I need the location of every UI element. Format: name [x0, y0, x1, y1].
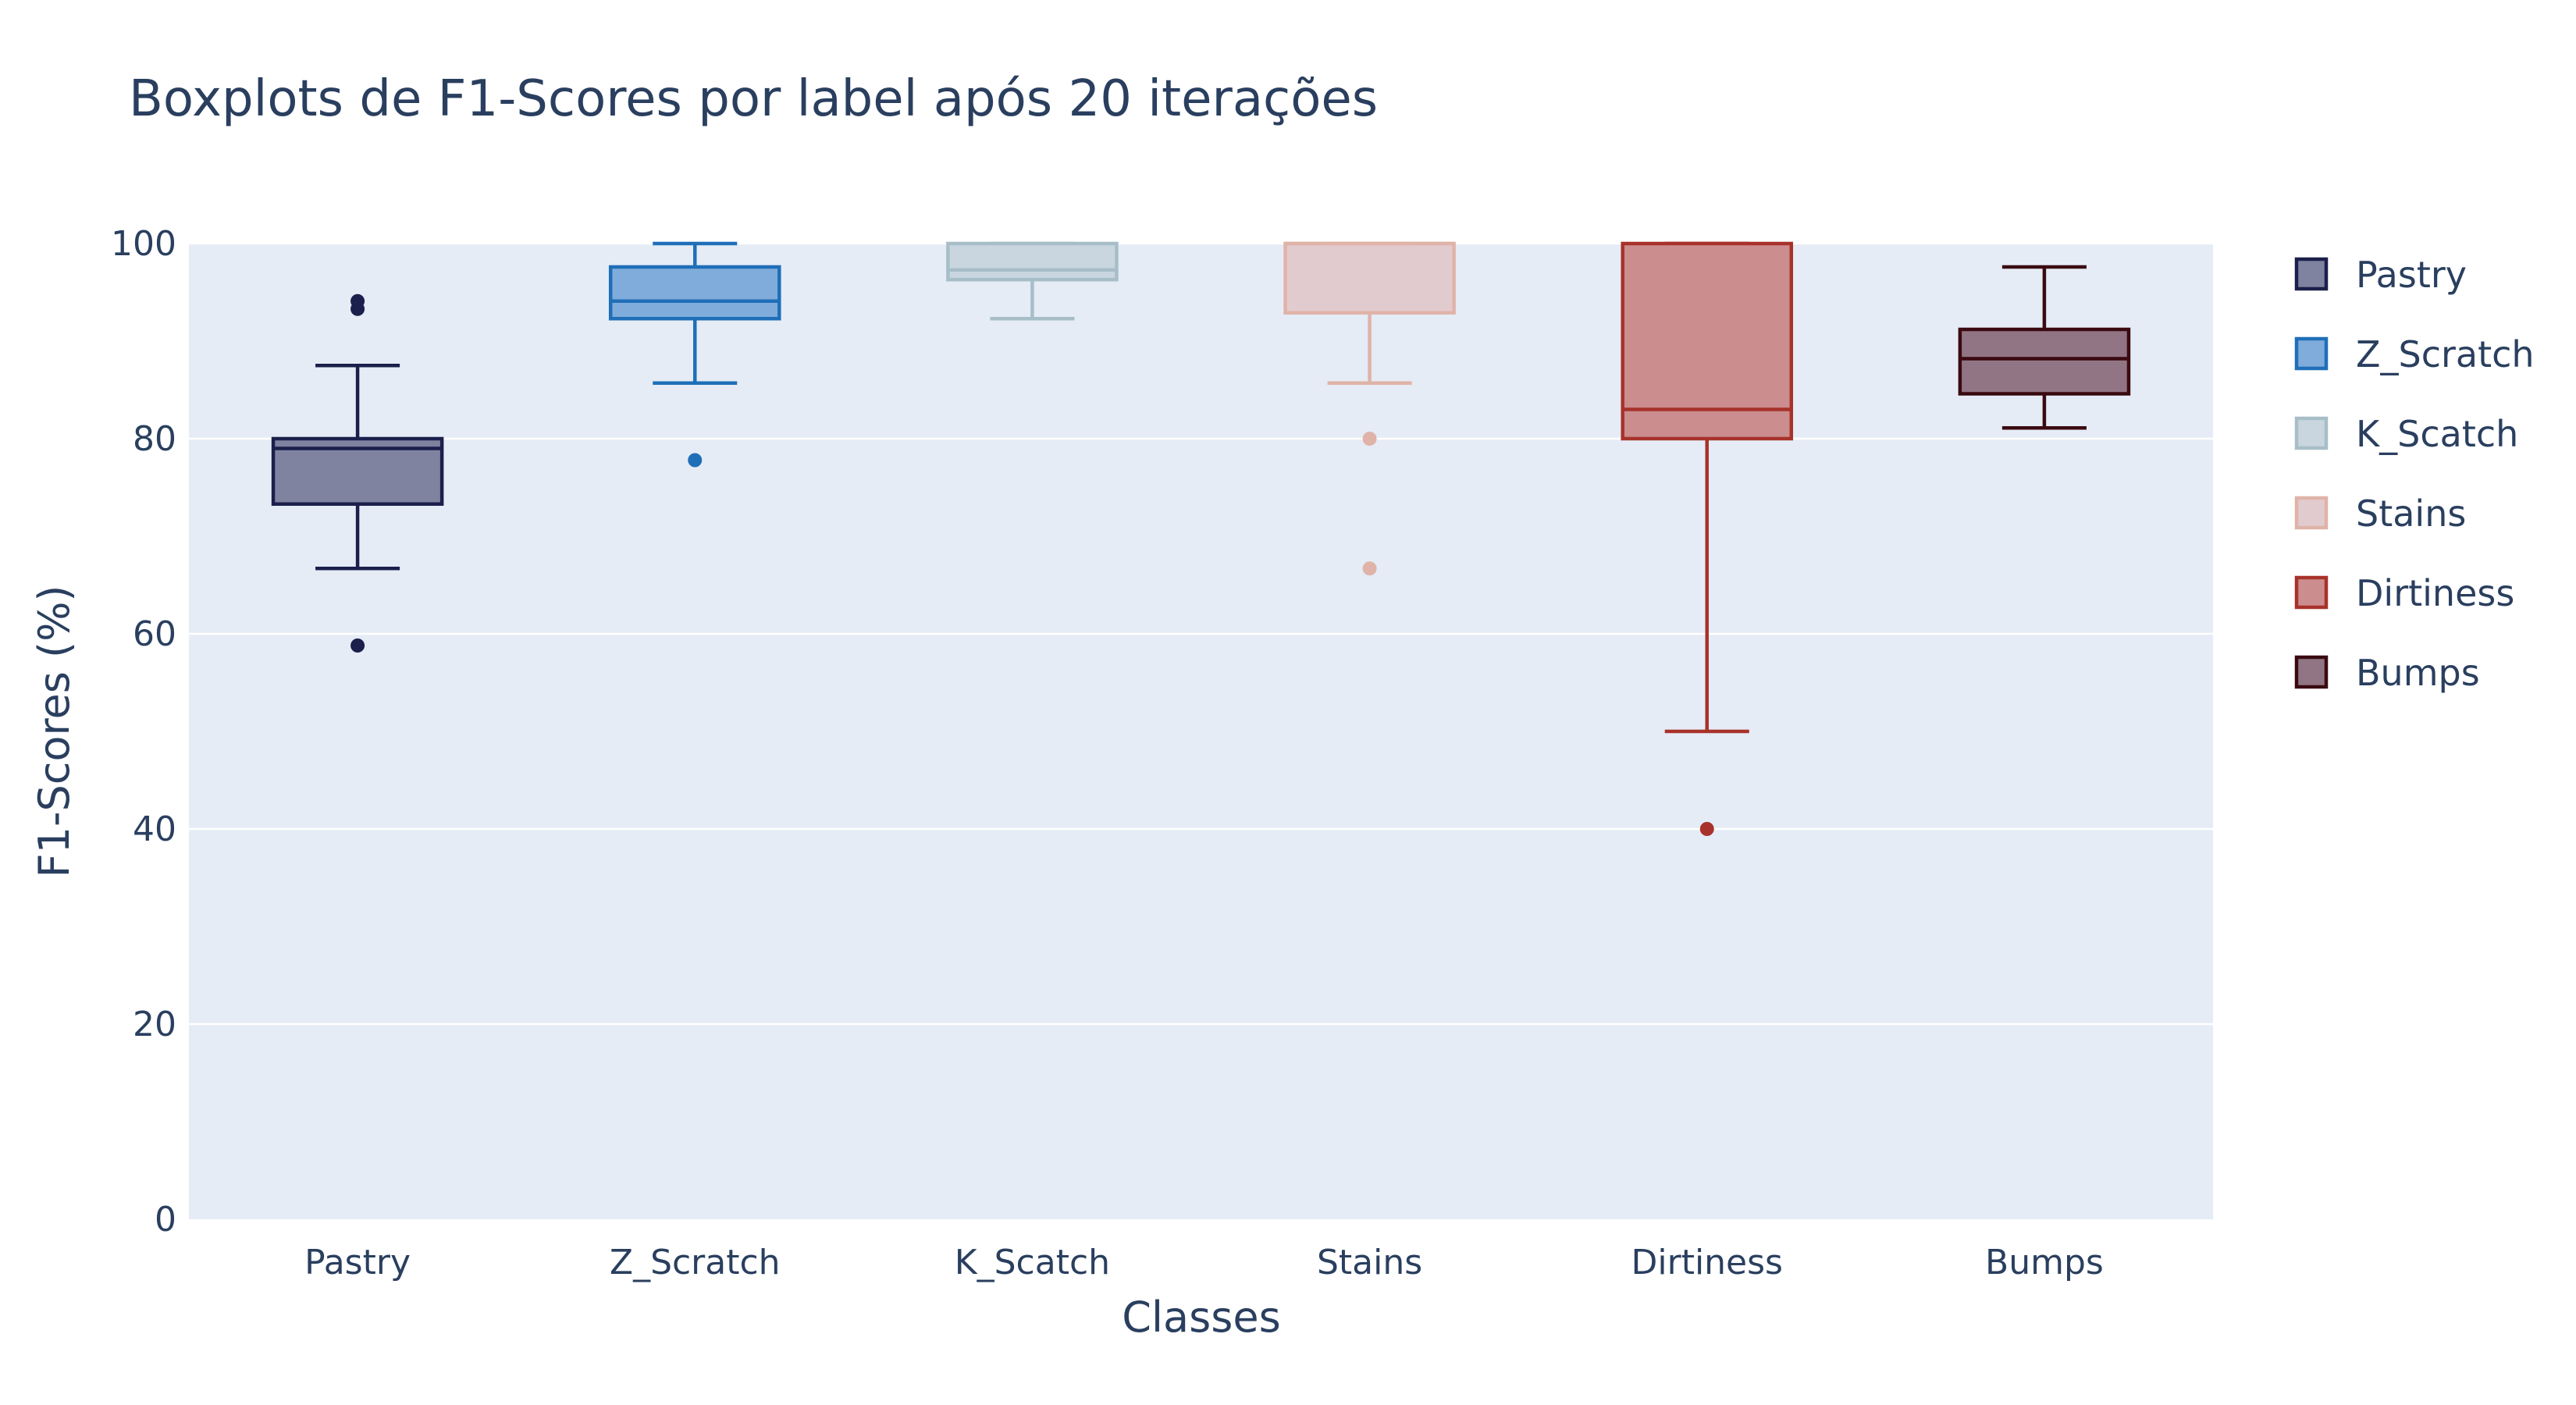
legend-item-bumps: Bumps: [2294, 652, 2480, 694]
box-dirtiness: [1621, 241, 1794, 836]
iqr-box: [1621, 241, 1794, 441]
legend-item-k-scatch: K_Scatch: [2294, 413, 2518, 455]
outlier-point: [350, 638, 365, 653]
outlier-point: [688, 453, 703, 468]
box-pastry: [271, 293, 444, 653]
legend-item-z-scratch: Z_Scratch: [2294, 333, 2535, 375]
outlier-point: [350, 293, 365, 308]
legend-label: Pastry: [2356, 254, 2467, 296]
y-tick-label: 40: [133, 809, 176, 849]
box-layer: [271, 241, 2131, 836]
chart-title: Boxplots de F1-Scores por label após 20 …: [129, 70, 1378, 128]
outlier-point: [1699, 822, 1714, 836]
outlier-point: [1362, 561, 1377, 576]
legend-label: Bumps: [2356, 652, 2480, 694]
legend-swatch: [2294, 336, 2329, 371]
legend: Pastry Z_Scratch K_Scatch Stains Dirtiness Bu…: [2294, 254, 2535, 694]
x-tick-label: Stains: [1317, 1243, 1422, 1282]
y-tick-label: 0: [155, 1200, 176, 1240]
legend-swatch: [2294, 496, 2329, 530]
x-tick-label: Bumps: [1985, 1243, 2104, 1282]
legend-label: K_Scatch: [2356, 413, 2518, 455]
box-z-scratch: [608, 241, 781, 468]
x-tick-label: Pastry: [304, 1243, 411, 1282]
y-axis-label: F1-Scores (%): [30, 585, 79, 878]
iqr-box: [608, 265, 781, 321]
x-tick-label: Z_Scratch: [610, 1243, 781, 1282]
legend-label: Stains: [2356, 493, 2466, 535]
iqr-box: [1283, 241, 1456, 315]
x-tick-label: Dirtiness: [1631, 1243, 1783, 1282]
outlier-point: [1362, 432, 1377, 446]
iqr-box: [1958, 327, 2131, 396]
y-tick-label: 20: [133, 1005, 176, 1044]
x-tick-label: K_Scatch: [955, 1243, 1110, 1282]
x-axis-label: Classes: [1122, 1293, 1280, 1342]
legend-item-dirtiness: Dirtiness: [2294, 572, 2514, 614]
legend-swatch: [2294, 416, 2329, 450]
box-bumps: [1958, 265, 2131, 430]
x-tick-labels: Pastry Z_Scratch K_Scatch Stains Dirtiness Bu…: [304, 1243, 2104, 1282]
legend-swatch: [2294, 655, 2329, 689]
y-tick-label: 60: [133, 614, 176, 654]
legend-item-pastry: Pastry: [2294, 254, 2467, 296]
legend-swatch: [2294, 575, 2329, 610]
legend-label: Z_Scratch: [2356, 333, 2535, 375]
iqr-box: [946, 241, 1119, 282]
plot-area: [189, 244, 2213, 1219]
box-stains: [1283, 241, 1456, 576]
y-tick-label: 80: [133, 419, 176, 459]
legend-label: Dirtiness: [2356, 572, 2514, 614]
box-k-scatch: [946, 241, 1119, 321]
legend-swatch: [2294, 257, 2329, 291]
y-tick-labels: 0 20 40 60 80 100: [111, 224, 176, 1240]
grid-layer: [189, 242, 2213, 1026]
legend-item-stains: Stains: [2294, 493, 2466, 535]
y-tick-label: 100: [111, 224, 176, 264]
